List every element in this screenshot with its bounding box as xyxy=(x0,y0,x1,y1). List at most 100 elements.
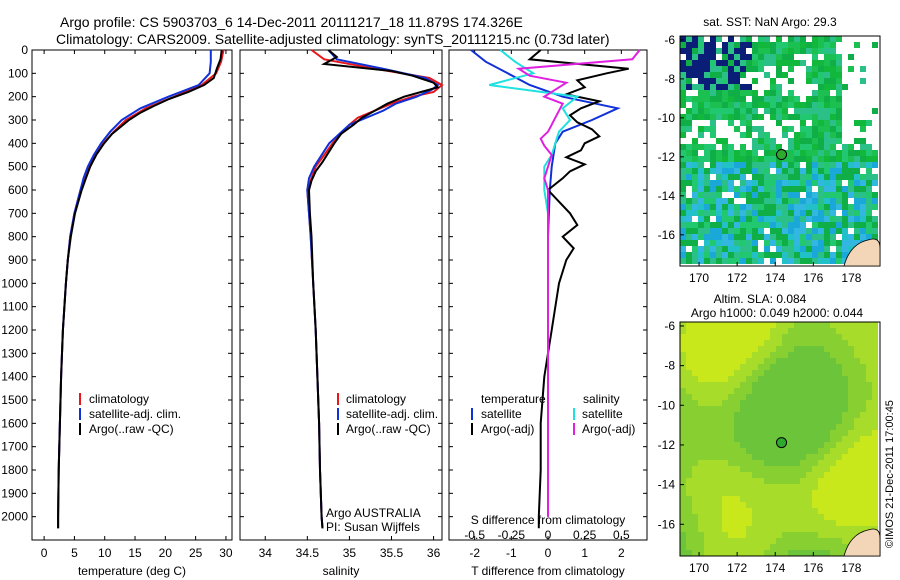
map-cell xyxy=(758,168,764,174)
map-cell xyxy=(764,334,770,340)
map-cell xyxy=(800,36,806,42)
map-cell xyxy=(758,222,764,228)
map-cell xyxy=(776,388,782,394)
map-cell xyxy=(698,406,704,412)
map-cell xyxy=(818,216,824,222)
map-cell xyxy=(716,78,722,84)
map-cell xyxy=(866,514,872,520)
map-cell xyxy=(836,246,842,252)
map-cell xyxy=(680,436,686,442)
map-cell xyxy=(734,334,740,340)
map-cell xyxy=(728,66,734,72)
map-cell xyxy=(872,108,878,114)
map-cell xyxy=(716,198,722,204)
map-cell xyxy=(824,204,830,210)
map-cell xyxy=(740,382,746,388)
map-cell xyxy=(728,192,734,198)
map-cell xyxy=(854,198,860,204)
map-cell xyxy=(830,520,836,526)
temperature-xlabel: temperature (deg C) xyxy=(78,564,186,578)
map-cell xyxy=(740,484,746,490)
map-cell xyxy=(680,150,686,156)
map-cell xyxy=(758,48,764,54)
map-cell xyxy=(728,424,734,430)
map-cell xyxy=(752,72,758,78)
map-cell xyxy=(734,496,740,502)
map-cell xyxy=(764,340,770,346)
map-cell xyxy=(818,442,824,448)
map-cell xyxy=(758,144,764,150)
map-cell xyxy=(740,442,746,448)
map-cell xyxy=(692,216,698,222)
y-tick-label: 2000 xyxy=(1,510,28,524)
map-cell xyxy=(830,328,836,334)
map-cell xyxy=(836,126,842,132)
legend-label-argo: Argo(..raw -QC) xyxy=(346,422,431,436)
map-cell xyxy=(722,204,728,210)
map-cell xyxy=(848,346,854,352)
map-cell xyxy=(740,102,746,108)
map-cell xyxy=(746,322,752,328)
map-cell xyxy=(782,508,788,514)
map-cell xyxy=(728,42,734,48)
map-cell xyxy=(848,126,854,132)
map-cell xyxy=(836,436,842,442)
map-cell xyxy=(728,150,734,156)
map-cell xyxy=(746,252,752,258)
map-cell xyxy=(728,174,734,180)
map-cell xyxy=(860,418,866,424)
legend-label-sal-argo: Argo(-adj) xyxy=(582,422,635,436)
map-cell xyxy=(812,376,818,382)
map-cell xyxy=(788,418,794,424)
map-cell xyxy=(680,478,686,484)
map-cell xyxy=(692,108,698,114)
map-cell xyxy=(686,186,692,192)
map-cell xyxy=(758,246,764,252)
map-cell xyxy=(836,538,842,544)
map-cell xyxy=(752,538,758,544)
map-cell xyxy=(812,538,818,544)
map-cell xyxy=(740,72,746,78)
map-cell xyxy=(716,448,722,454)
map-cell xyxy=(686,198,692,204)
map-cell xyxy=(848,472,854,478)
map-cell xyxy=(728,508,734,514)
map-cell xyxy=(704,54,710,60)
map-cell xyxy=(782,466,788,472)
map-cell xyxy=(824,138,830,144)
map-cell xyxy=(680,334,686,340)
map-cell xyxy=(872,358,878,364)
map-cell xyxy=(686,526,692,532)
map-cell xyxy=(824,376,830,382)
map-cell xyxy=(854,418,860,424)
map-cell xyxy=(818,502,824,508)
map-cell xyxy=(788,358,794,364)
map-cell xyxy=(866,430,872,436)
map-cell xyxy=(806,412,812,418)
map-cell xyxy=(788,42,794,48)
map-cell xyxy=(854,240,860,246)
map-cell xyxy=(740,42,746,48)
map-cell xyxy=(848,520,854,526)
map-cell xyxy=(716,66,722,72)
map-cell xyxy=(842,192,848,198)
map-cell xyxy=(686,108,692,114)
map-cell xyxy=(872,102,878,108)
map-cell xyxy=(704,334,710,340)
map-cell xyxy=(842,84,848,90)
y-tick-label: 1900 xyxy=(1,486,28,500)
map-cell xyxy=(776,204,782,210)
map-cell xyxy=(836,192,842,198)
map-cell xyxy=(746,174,752,180)
map-cell xyxy=(836,370,842,376)
map-cell xyxy=(722,502,728,508)
map-cell xyxy=(752,228,758,234)
map-cell xyxy=(764,150,770,156)
map-cell xyxy=(830,472,836,478)
map-cell xyxy=(848,406,854,412)
map-cell xyxy=(836,484,842,490)
map-cell xyxy=(812,246,818,252)
map-cell xyxy=(770,532,776,538)
map-cell xyxy=(848,394,854,400)
map-cell xyxy=(836,406,842,412)
